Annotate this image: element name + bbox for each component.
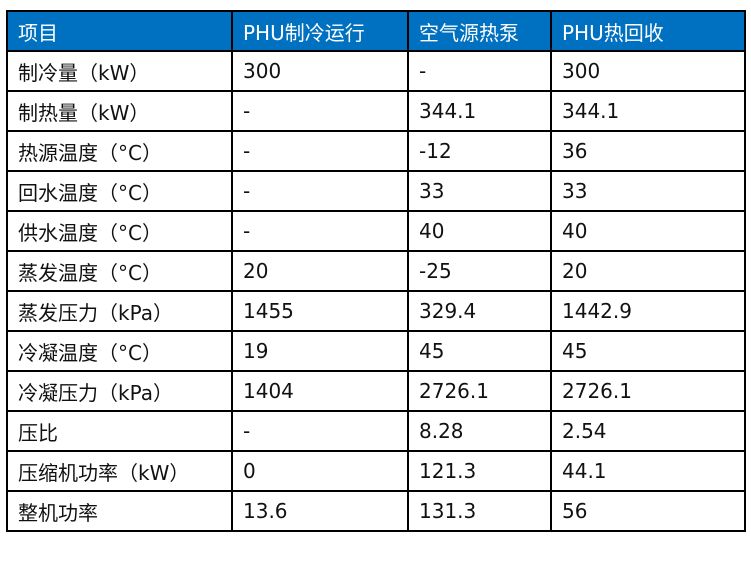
value-cell: - xyxy=(231,210,409,252)
value-cell: 300 xyxy=(550,50,746,92)
value-cell: 1455 xyxy=(231,290,409,332)
row-label-cell: 制冷量（kW） xyxy=(6,50,233,92)
value-cell: 121.3 xyxy=(407,450,552,492)
table-row: 制热量（kW） -344.1 344.1 xyxy=(6,90,746,132)
row-label-cell: 供水温度（°C） xyxy=(6,210,233,252)
header-row: 项目 PHU制冷运行 空气源热泵 PHU热回收 xyxy=(6,10,746,52)
row-label-cell: 压比 xyxy=(6,410,233,452)
table-row: 压缩机功率（kW） 0 121.3 44.1 xyxy=(6,450,746,492)
table-row: 热源温度（°C） - -12 36 xyxy=(6,130,746,172)
value-cell: 13.6 xyxy=(231,490,409,532)
value-cell: 8.28 xyxy=(407,410,552,452)
value-cell: 40 xyxy=(407,210,552,252)
value-cell: 0 xyxy=(231,450,409,492)
value-cell: - xyxy=(231,90,409,132)
table-row: 冷凝温度（°C） 19 45 45 xyxy=(6,330,746,372)
table-row: 整机功率 13.6 131.3 56 xyxy=(6,490,746,532)
table-row: 蒸发压力（kPa） 1455 329.4 1442.9 xyxy=(6,290,746,332)
value-cell: 45 xyxy=(550,330,746,372)
value-cell: 20 xyxy=(231,250,409,292)
value-cell: 40 xyxy=(550,210,746,252)
value-cell: 56 xyxy=(550,490,746,532)
table-row: 蒸发温度（°C） 20 -25 20 xyxy=(6,250,746,292)
value-cell: -12 xyxy=(407,130,552,172)
value-cell: 131.3 xyxy=(407,490,552,532)
value-cell: 344.1 xyxy=(550,90,746,132)
value-cell: 44.1 xyxy=(550,450,746,492)
value-cell: 36 xyxy=(550,130,746,172)
table-row: 回水温度（°C） -33 33 xyxy=(6,170,746,212)
row-label-cell: 压缩机功率（kW） xyxy=(6,450,233,492)
row-label-cell: 制热量（kW） xyxy=(6,90,233,132)
row-label-cell: 回水温度（°C） xyxy=(6,170,233,212)
header-cell: PHU制冷运行 xyxy=(231,10,409,52)
value-cell: 20 xyxy=(550,250,746,292)
row-label-cell: 冷凝压力（kPa） xyxy=(6,370,233,412)
value-cell: 300 xyxy=(231,50,409,92)
row-label-cell: 蒸发温度（°C） xyxy=(6,250,233,292)
comparison-table: 项目 PHU制冷运行 空气源热泵 PHU热回收 制冷量（kW） 300-300 制热… xyxy=(6,10,746,532)
header-cell: 空气源热泵 xyxy=(407,10,552,52)
table-row: 供水温度（°C） -40 40 xyxy=(6,210,746,252)
value-cell: - xyxy=(407,50,552,92)
row-label-cell: 热源温度（°C） xyxy=(6,130,233,172)
value-cell: - xyxy=(231,130,409,172)
value-cell: 329.4 xyxy=(407,290,552,332)
value-cell: - xyxy=(231,410,409,452)
header-cell: 项目 xyxy=(6,10,233,52)
value-cell: 33 xyxy=(550,170,746,212)
value-cell: 1404 xyxy=(231,370,409,412)
row-label-cell: 蒸发压力（kPa） xyxy=(6,290,233,332)
value-cell: 344.1 xyxy=(407,90,552,132)
table-row: 压比 -8.28 2.54 xyxy=(6,410,746,452)
header-cell: PHU热回收 xyxy=(550,10,746,52)
value-cell: -25 xyxy=(407,250,552,292)
value-cell: 45 xyxy=(407,330,552,372)
table-row: 冷凝压力（kPa） 1404 2726.1 2726.1 xyxy=(6,370,746,412)
row-label-cell: 冷凝温度（°C） xyxy=(6,330,233,372)
value-cell: 2726.1 xyxy=(407,370,552,412)
value-cell: 19 xyxy=(231,330,409,372)
value-cell: 2.54 xyxy=(550,410,746,452)
value-cell: 1442.9 xyxy=(550,290,746,332)
value-cell: - xyxy=(231,170,409,212)
value-cell: 33 xyxy=(407,170,552,212)
value-cell: 2726.1 xyxy=(550,370,746,412)
table-row: 制冷量（kW） 300-300 xyxy=(6,50,746,92)
row-label-cell: 整机功率 xyxy=(6,490,233,532)
